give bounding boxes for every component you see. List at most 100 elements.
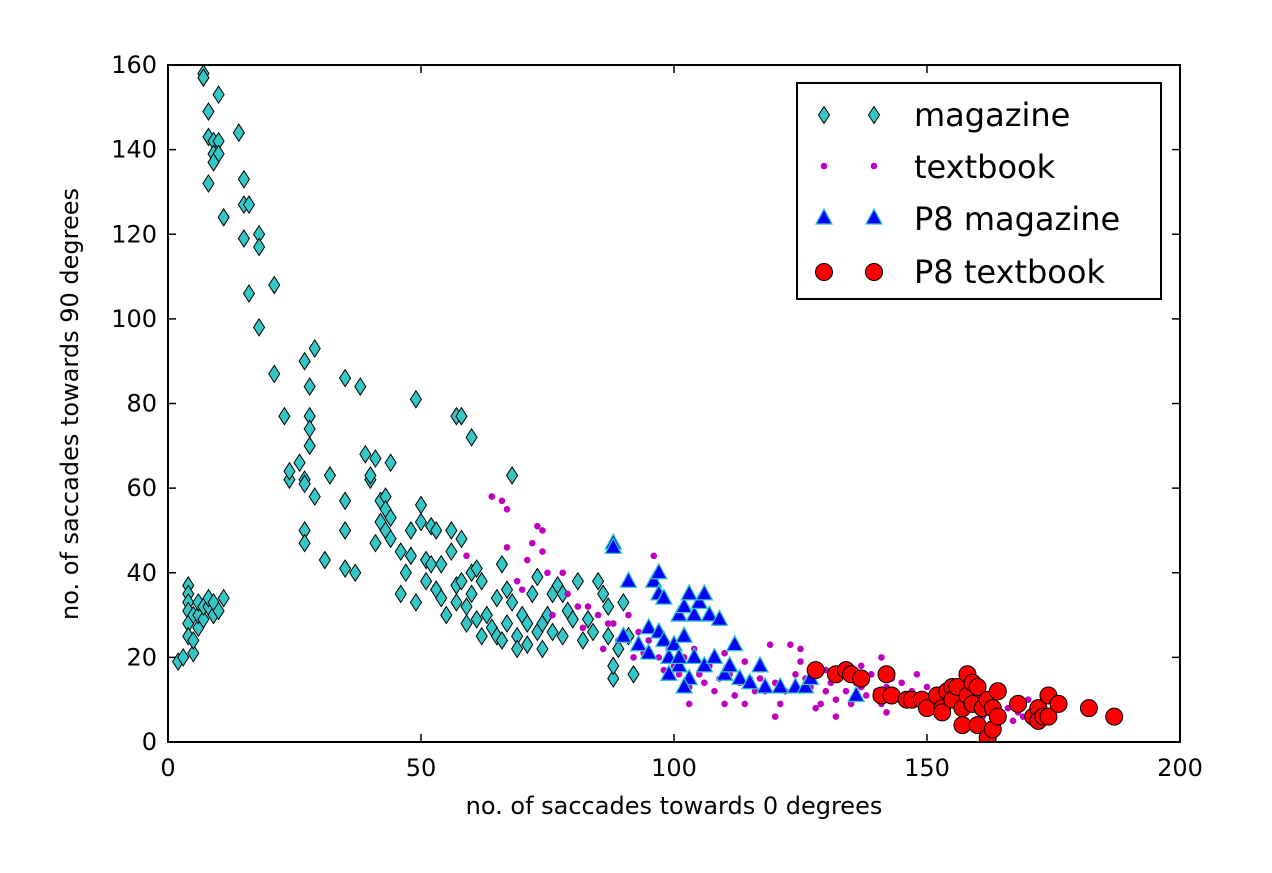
data-point-series-2: [730, 668, 749, 686]
y-tick-label: 160: [111, 51, 157, 79]
data-point-series-0: [237, 169, 250, 189]
legend: magazine textbook P8 magazine P8 textboo…: [796, 82, 1162, 300]
data-point-series-0: [409, 389, 423, 409]
data-point-series-0: [445, 521, 458, 540]
data-point-series-1: [574, 603, 582, 610]
data-point-series-0: [581, 609, 595, 629]
data-point-series-1: [822, 687, 830, 695]
data-point-series-2: [614, 625, 633, 643]
data-point-series-0: [303, 377, 316, 396]
data-point-series-1: [711, 687, 718, 695]
data-point-series-0: [339, 368, 352, 388]
data-point-series-3: [877, 665, 896, 684]
legend-marker-series-1: [820, 162, 828, 170]
data-point-series-0: [308, 339, 321, 358]
x-tick-label: 200: [1157, 754, 1203, 782]
data-point-series-0: [430, 521, 443, 540]
data-point-series-0: [369, 449, 382, 468]
data-point-series-2: [664, 634, 684, 652]
data-point-series-1: [1009, 717, 1017, 725]
data-point-series-1: [584, 603, 592, 610]
data-point-series-0: [384, 529, 397, 549]
data-point-series-0: [323, 466, 337, 485]
data-point-series-0: [607, 656, 620, 676]
data-point-series-0: [470, 559, 483, 578]
data-point-series-0: [364, 466, 377, 485]
data-point-series-2: [771, 676, 790, 694]
data-point-series-0: [536, 639, 549, 659]
data-point-series-0: [268, 275, 281, 295]
data-point-series-2: [847, 685, 866, 703]
data-point-series-0: [505, 466, 519, 485]
data-point-series-1: [766, 641, 774, 648]
data-point-series-2: [669, 646, 689, 665]
data-point-series-0: [359, 444, 372, 464]
data-point-series-1: [797, 645, 804, 653]
legend-marker-series-2: [814, 207, 834, 225]
data-point-series-0: [455, 406, 468, 426]
data-point-series-0: [576, 631, 590, 650]
data-point-series-0: [617, 592, 630, 612]
data-point-series-0: [242, 284, 256, 303]
data-point-series-0: [404, 521, 417, 540]
data-point-series-0: [384, 508, 397, 528]
data-point-series-0: [500, 614, 514, 633]
data-point-series-0: [394, 584, 407, 604]
data-point-series-1: [518, 586, 526, 593]
data-point-series-0: [197, 609, 210, 629]
data-point-series-0: [435, 554, 448, 574]
data-point-series-1: [771, 713, 779, 720]
data-point-series-0: [197, 68, 210, 88]
data-point-series-0: [566, 609, 579, 629]
legend-label-p8-textbook: P8 textbook: [914, 253, 1105, 291]
data-point-series-0: [455, 529, 468, 549]
data-point-series-0: [202, 102, 215, 121]
data-point-series-1: [776, 700, 784, 708]
data-point-series-1: [559, 569, 566, 577]
data-point-series-0: [465, 584, 478, 604]
data-point-series-3: [1009, 694, 1028, 713]
data-point-series-3: [933, 703, 952, 722]
data-point-series-0: [612, 639, 625, 659]
data-point-series-0: [237, 229, 250, 248]
data-point-series-0: [187, 631, 200, 650]
data-point-series-2: [604, 536, 623, 555]
data-point-series-2: [675, 625, 694, 643]
data-point-series-0: [597, 584, 610, 604]
legend-marker-series-1: [870, 162, 878, 170]
data-point-series-2: [639, 617, 658, 635]
data-point-series-1: [523, 556, 531, 564]
data-point-series-0: [460, 614, 473, 633]
data-point-series-2: [669, 604, 689, 622]
data-point-series-1: [721, 649, 728, 657]
data-point-series-0: [511, 639, 524, 659]
data-point-series-0: [414, 512, 428, 532]
data-point-series-0: [369, 533, 382, 553]
data-point-series-1: [645, 637, 652, 644]
data-point-series-1: [609, 620, 617, 627]
data-point-series-1: [594, 611, 602, 619]
y-tick-label: 20: [126, 643, 157, 671]
data-point-series-1: [817, 700, 825, 708]
data-point-series-0: [278, 406, 291, 426]
data-point-series-0: [521, 614, 534, 633]
x-tick-label: 0: [160, 754, 175, 782]
data-point-series-3: [988, 707, 1007, 726]
data-point-series-0: [177, 647, 190, 667]
data-point-series-1: [832, 713, 840, 720]
y-tick-label: 0: [142, 728, 157, 756]
data-point-series-2: [690, 591, 709, 610]
data-points: [172, 65, 1124, 742]
data-point-series-0: [505, 592, 519, 612]
data-point-series-1: [797, 658, 804, 665]
data-point-series-2: [796, 676, 815, 694]
legend-marker-series-2: [864, 207, 884, 225]
x-tick-label: 50: [406, 754, 437, 782]
data-point-series-0: [475, 626, 488, 646]
data-point-series-3: [1079, 699, 1098, 718]
data-point-series-1: [498, 497, 506, 505]
data-point-series-0: [268, 364, 281, 384]
legend-label-p8-magazine: P8 magazine: [914, 200, 1120, 238]
data-point-series-1: [539, 548, 546, 555]
data-point-series-1: [701, 679, 708, 687]
